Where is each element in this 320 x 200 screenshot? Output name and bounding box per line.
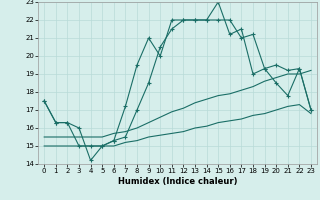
X-axis label: Humidex (Indice chaleur): Humidex (Indice chaleur) <box>118 177 237 186</box>
